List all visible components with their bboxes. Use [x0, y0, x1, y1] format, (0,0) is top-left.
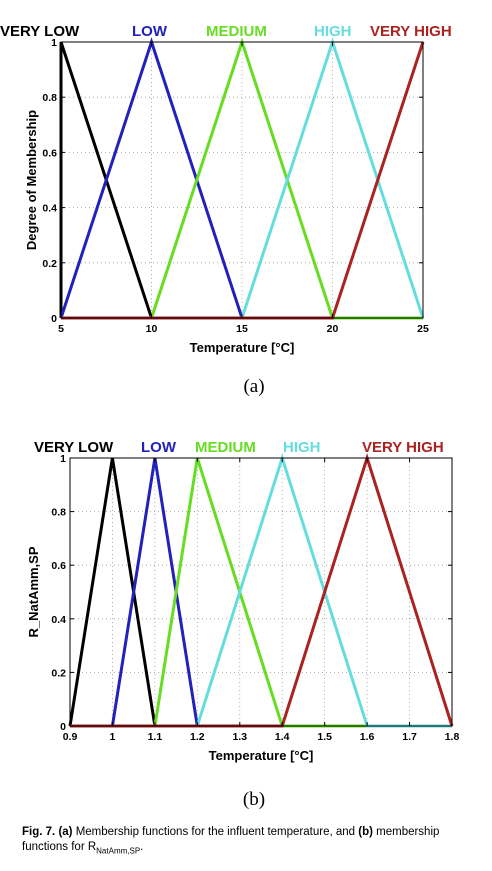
chart-0-y-tick-label-2: 0.4 [42, 203, 57, 215]
chart-0-y-tick-label-0: 0 [51, 313, 57, 325]
chart-1-x-tick-label-7: 1.6 [360, 731, 375, 743]
chart-1-y-tick-label-5: 1 [60, 453, 66, 465]
chart-1-legend-label-high: HIGH [283, 439, 321, 456]
caption-b-text: membership functions for R [22, 826, 440, 853]
chart-0-x-tick-label-0: 5 [58, 323, 64, 335]
caption-b-tag: (b) [358, 826, 373, 838]
chart-1-x-tick-label-1: 1 [110, 731, 116, 743]
chart-0-y-tick-label-4: 0.8 [42, 92, 57, 104]
caption-a-tag: (a) [58, 826, 73, 838]
chart-0-x-tick-label-4: 25 [417, 323, 429, 335]
caption-subscript: NatAmm,SP [96, 846, 141, 856]
chart-1-x-tick-label-9: 1.8 [445, 731, 460, 743]
chart-1-plot-area [70, 458, 452, 726]
chart-1-x-tick-label-3: 1.2 [190, 731, 205, 743]
chart-0-x-axis-label: Temperature [°C] [190, 340, 295, 355]
chart-0-y-axis-label: Degree of Membership [24, 110, 39, 250]
caption-end: . [140, 841, 144, 853]
chart-0-legend-label-very-low: VERY LOW [0, 23, 80, 40]
chart-1-y-axis-label: R_NatAmm,SP [26, 546, 41, 637]
subcaption-b: (b) [242, 789, 266, 810]
chart-0-x-tick-label-1: 10 [146, 323, 158, 335]
chart-1-legend-label-low: LOW [141, 439, 177, 456]
chart-b: 0.9 1 1.1 1.2 1.3 1.4 1.5 1.6 1.7 1.8 0 0.2 0.4 0.6 0.… [26, 439, 460, 763]
chart-0-legend-label-very-high: VERY HIGH [370, 23, 452, 40]
chart-1-x-tick-label-0: 0.9 [63, 731, 78, 743]
chart-0-y-tick-label-1: 0.2 [42, 258, 57, 270]
chart-1-legend-label-medium: MEDIUM [195, 439, 256, 456]
chart-0-legend-label-high: HIGH [314, 23, 352, 40]
chart-1-x-axis-label: Temperature [°C] [209, 748, 314, 763]
caption-label: Fig. 7. [22, 826, 56, 838]
chart-1-y-tick-label-0: 0 [60, 721, 66, 733]
chart-1-x-tick-label-2: 1.1 [148, 731, 163, 743]
chart-0-y-tick-label-5: 1 [51, 37, 57, 49]
chart-0-legend-label-low: LOW [132, 23, 168, 40]
caption-a-text: Membership functions for the influent te… [72, 826, 359, 838]
chart-1-y-tick-label-3: 0.6 [51, 560, 66, 572]
chart-1-axes-frame [69, 457, 453, 727]
chart-a: 5 10 15 20 25 0 0.2 0.4 0.6 0.8 1 Temperature [°C] D… [0, 23, 452, 355]
chart-1-y-tick-label-4: 0.8 [51, 507, 66, 519]
figure-caption: Fig. 7. (a) Membership functions for the… [22, 825, 472, 858]
chart-1-y-tick-label-2: 0.4 [51, 614, 66, 626]
chart-0-x-tick-label-3: 20 [327, 323, 339, 335]
subcaption-a: (a) [243, 376, 265, 397]
chart-1-x-tick-label-8: 1.7 [402, 731, 417, 743]
chart-1-x-tick-label-6: 1.5 [317, 731, 332, 743]
chart-0-x-tick-label-2: 15 [236, 323, 248, 335]
chart-0-plot-area [61, 42, 423, 318]
chart-1-legend-label-very-high: VERY HIGH [362, 439, 444, 456]
chart-1-legend-label-very-low: VERY LOW [34, 439, 114, 456]
chart-0-y-tick-label-3: 0.6 [42, 147, 57, 159]
chart-1-x-tick-label-5: 1.4 [275, 731, 290, 743]
chart-1-x-tick-label-4: 1.3 [232, 731, 247, 743]
chart-1-y-tick-label-1: 0.2 [51, 667, 66, 679]
chart-0-legend-label-medium: MEDIUM [206, 23, 267, 40]
